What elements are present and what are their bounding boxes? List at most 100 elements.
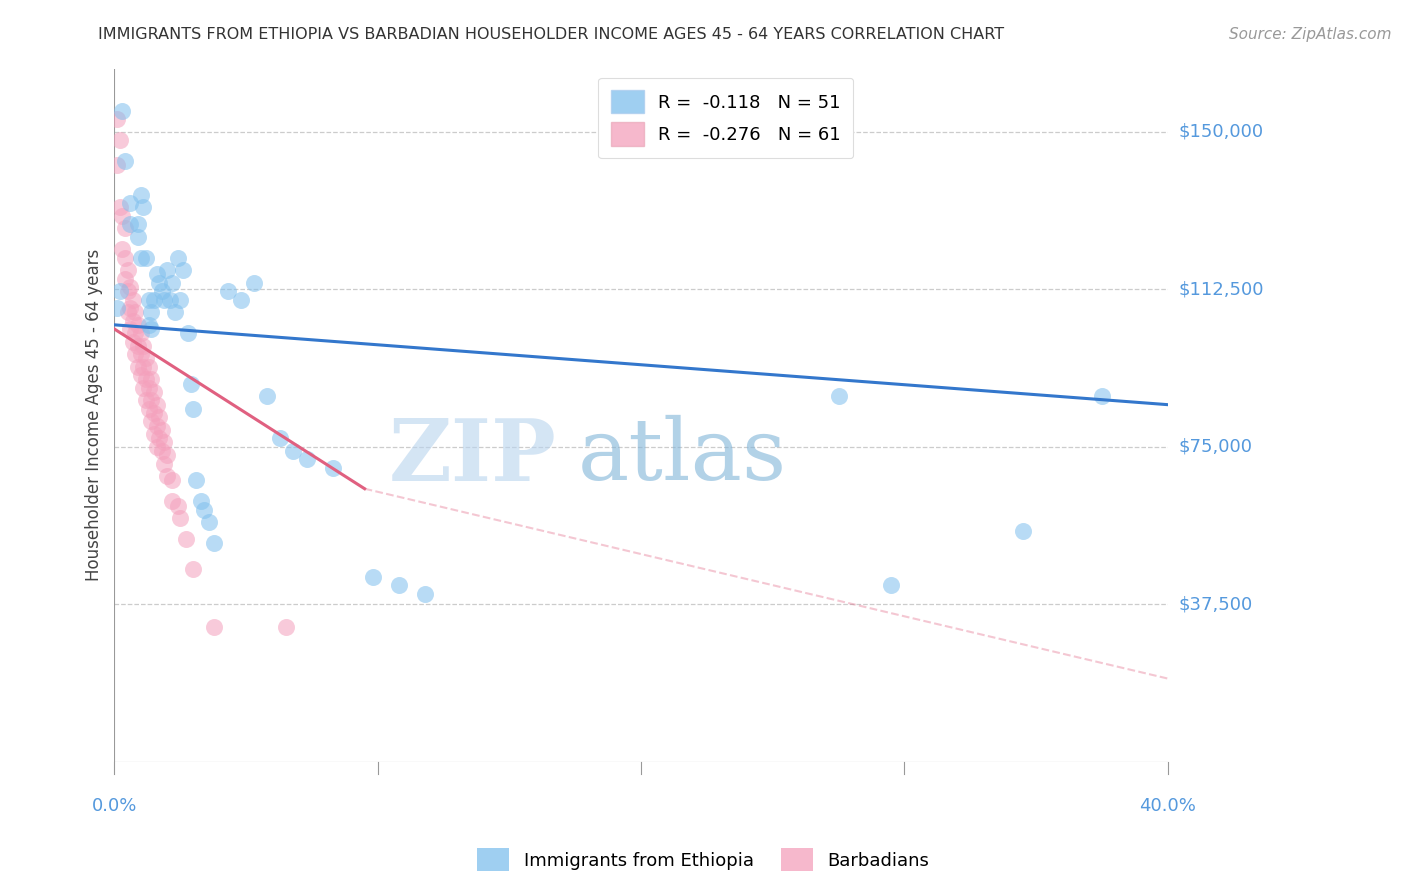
Text: $150,000: $150,000 xyxy=(1180,122,1264,141)
Point xyxy=(142,293,165,307)
Point xyxy=(127,339,149,353)
Text: ZIP: ZIP xyxy=(389,415,557,499)
Point xyxy=(120,301,142,315)
Point xyxy=(135,372,157,386)
Point xyxy=(156,469,179,483)
Point xyxy=(142,427,165,442)
Point xyxy=(184,473,207,487)
Point xyxy=(150,423,173,437)
Text: Source: ZipAtlas.com: Source: ZipAtlas.com xyxy=(1229,27,1392,42)
Point xyxy=(880,578,903,592)
Point xyxy=(169,511,191,525)
Text: atlas: atlas xyxy=(578,415,787,499)
Point xyxy=(204,620,226,634)
Point xyxy=(141,372,163,386)
Point xyxy=(159,293,181,307)
Point xyxy=(132,359,155,374)
Point xyxy=(111,242,134,256)
Point xyxy=(148,431,170,445)
Point xyxy=(145,398,167,412)
Point xyxy=(108,200,131,214)
Point xyxy=(135,351,157,366)
Point xyxy=(132,200,155,214)
Point xyxy=(150,443,173,458)
Point xyxy=(150,284,173,298)
Point xyxy=(162,473,184,487)
Point xyxy=(117,263,139,277)
Point xyxy=(295,452,318,467)
Point xyxy=(120,196,142,211)
Point xyxy=(138,401,160,416)
Point xyxy=(117,305,139,319)
Point xyxy=(124,326,146,341)
Point xyxy=(129,347,152,361)
Point xyxy=(142,385,165,400)
Point xyxy=(183,561,205,575)
Point xyxy=(120,217,142,231)
Text: $112,500: $112,500 xyxy=(1180,280,1264,298)
Point xyxy=(105,301,128,315)
Point xyxy=(111,209,134,223)
Point xyxy=(145,418,167,433)
Point xyxy=(105,112,128,126)
Point xyxy=(121,293,143,307)
Point xyxy=(129,368,152,383)
Point xyxy=(127,229,149,244)
Point xyxy=(127,318,149,332)
Point xyxy=(269,431,291,445)
Point xyxy=(827,389,849,403)
Point xyxy=(141,415,163,429)
Point xyxy=(121,334,143,349)
Point xyxy=(145,268,167,282)
Text: 40.0%: 40.0% xyxy=(1139,797,1197,814)
Point xyxy=(138,381,160,395)
Point xyxy=(177,326,200,341)
Point xyxy=(132,381,155,395)
Point xyxy=(148,410,170,425)
Point xyxy=(174,532,197,546)
Point xyxy=(322,460,344,475)
Point xyxy=(198,516,221,530)
Point xyxy=(169,293,191,307)
Text: IMMIGRANTS FROM ETHIOPIA VS BARBADIAN HOUSEHOLDER INCOME AGES 45 - 64 YEARS CORR: IMMIGRANTS FROM ETHIOPIA VS BARBADIAN HO… xyxy=(98,27,1004,42)
Point xyxy=(204,536,226,550)
Point xyxy=(129,326,152,341)
Point xyxy=(105,158,128,172)
Point xyxy=(361,570,384,584)
Point xyxy=(1091,389,1114,403)
Point xyxy=(193,502,215,516)
Point xyxy=(162,276,184,290)
Point xyxy=(132,339,155,353)
Point xyxy=(135,393,157,408)
Point xyxy=(117,284,139,298)
Point xyxy=(124,347,146,361)
Point xyxy=(114,271,136,285)
Point xyxy=(108,133,131,147)
Point xyxy=(138,359,160,374)
Point xyxy=(153,293,176,307)
Point xyxy=(108,284,131,298)
Point xyxy=(141,305,163,319)
Point xyxy=(129,251,152,265)
Point xyxy=(124,305,146,319)
Point xyxy=(156,448,179,462)
Point xyxy=(166,499,188,513)
Point xyxy=(121,313,143,327)
Point xyxy=(111,103,134,118)
Point xyxy=(1012,524,1035,538)
Point xyxy=(138,318,160,332)
Point xyxy=(163,305,186,319)
Point xyxy=(127,359,149,374)
Point xyxy=(141,393,163,408)
Point xyxy=(166,251,188,265)
Text: $75,000: $75,000 xyxy=(1180,438,1253,456)
Point xyxy=(162,494,184,508)
Point xyxy=(283,443,305,458)
Point xyxy=(148,276,170,290)
Point xyxy=(243,276,266,290)
Point xyxy=(229,293,252,307)
Legend: R =  -0.118   N = 51, R =  -0.276   N = 61: R = -0.118 N = 51, R = -0.276 N = 61 xyxy=(599,78,853,158)
Point xyxy=(190,494,212,508)
Text: $37,500: $37,500 xyxy=(1180,595,1253,614)
Point xyxy=(256,389,278,403)
